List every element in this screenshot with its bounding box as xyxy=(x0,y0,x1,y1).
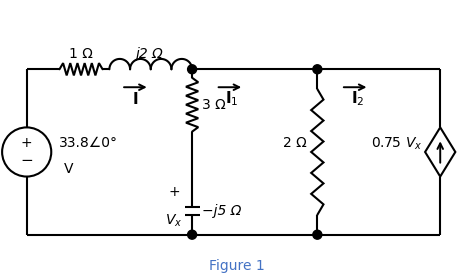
Text: $\mathbf{I}_2$: $\mathbf{I}_2$ xyxy=(351,89,364,108)
Text: j2 Ω: j2 Ω xyxy=(136,47,164,61)
Text: $\mathbf{I}$: $\mathbf{I}$ xyxy=(132,91,138,107)
Text: −j5 Ω: −j5 Ω xyxy=(201,204,241,218)
Text: 1 Ω: 1 Ω xyxy=(69,47,93,61)
Text: $\mathbf{I}_1$: $\mathbf{I}_1$ xyxy=(225,89,238,108)
Text: 33.8∠0°: 33.8∠0° xyxy=(59,136,118,150)
Circle shape xyxy=(188,65,197,74)
Circle shape xyxy=(313,65,322,74)
Circle shape xyxy=(188,230,197,239)
Text: +: + xyxy=(21,136,33,150)
Text: 0.75 $V_x$: 0.75 $V_x$ xyxy=(371,135,422,152)
Text: $V_x$: $V_x$ xyxy=(165,212,183,229)
Text: 3 Ω: 3 Ω xyxy=(201,98,225,112)
Text: 2 Ω: 2 Ω xyxy=(283,136,307,150)
Text: −: − xyxy=(20,153,33,168)
Text: V: V xyxy=(64,161,73,176)
Circle shape xyxy=(313,230,322,239)
Text: −: − xyxy=(168,228,180,242)
Text: +: + xyxy=(168,185,180,199)
Text: Figure 1: Figure 1 xyxy=(209,259,265,273)
